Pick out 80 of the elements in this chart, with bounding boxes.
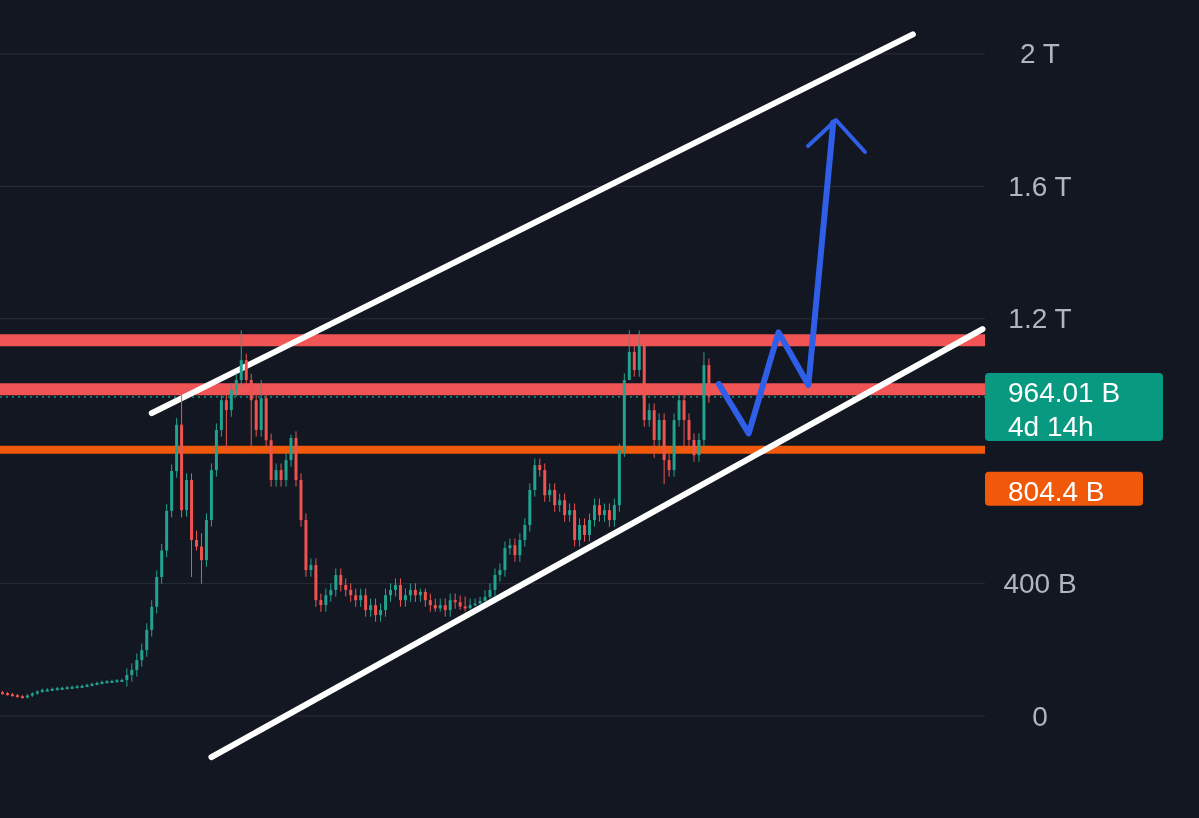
candlestick [568,503,572,523]
candlestick [523,517,527,548]
candlestick [697,432,701,463]
candlestick [344,577,348,598]
candlestick [349,582,353,603]
candlestick [135,652,139,678]
candlestick [130,662,134,683]
candlestick [578,517,582,548]
candlestick [428,593,432,613]
candlestick [374,598,378,623]
candlestick [463,596,467,612]
candlestick [597,498,601,523]
text: 4d 14h [1008,411,1094,443]
candlestick [199,532,203,585]
candlestick [468,598,472,610]
candlestick [413,582,417,603]
y-tick-label: 0 [1032,700,1048,732]
candlestick [612,498,616,528]
candlestick [588,512,591,543]
y-tick-label: 2 T [1020,38,1060,70]
candlestick [319,593,323,613]
candlestick [513,538,517,563]
candlestick [483,589,487,602]
candlestick [403,588,407,608]
candlestick [488,582,492,600]
candlestick [394,577,397,598]
candlestick [448,593,452,618]
candlestick [647,403,651,428]
candlestick [274,462,278,488]
candlestick [145,622,149,658]
candlestick [408,582,412,603]
candlestick [423,588,427,608]
candlestick [602,503,606,523]
candlestick [592,498,596,528]
candlestick [558,493,562,513]
ref-line-label: 804.4 B [1008,476,1105,508]
candlestick [553,482,557,513]
candlestick [692,432,696,463]
candlestick [339,567,343,593]
candlestick [324,588,328,613]
candlestick [334,567,338,598]
candlestick [518,532,522,563]
candlestick [667,453,671,478]
candlestick [140,643,144,668]
candlestick [384,588,388,618]
y-tick-label: 1.6 T [1008,170,1072,202]
candlestick [125,667,129,688]
candlestick [563,493,567,523]
candlestick [503,541,507,578]
candlestick [309,557,313,578]
candlestick [379,602,383,623]
candlestick [493,567,497,598]
candlestick [398,577,402,608]
candlestick [239,329,243,388]
candlestick [234,372,238,398]
candlestick [443,598,447,618]
candlestick [583,517,587,543]
candlestick [354,588,358,608]
candlestick [359,588,363,608]
candlestick [195,530,198,552]
candlestick [389,582,393,603]
y-tick-label: 400 B [1003,568,1077,600]
candlestick [150,599,154,638]
y-tick-label: 1.2 T [1008,303,1072,335]
candlestick [284,453,288,488]
candlestick [498,562,502,583]
candlestick [548,482,552,503]
candlestick [473,598,477,607]
candlestick [229,382,233,418]
candlestick [279,462,283,488]
candlestick [657,412,661,448]
candlestick [508,538,512,556]
candlestick [677,393,681,428]
candlestick [364,588,368,618]
candlestick [607,503,611,528]
candlestick [289,434,293,468]
ref-line-label: 964.01 B [1008,377,1121,409]
candlestick [369,598,373,618]
candlestick [538,457,542,478]
candlestick [329,582,333,603]
